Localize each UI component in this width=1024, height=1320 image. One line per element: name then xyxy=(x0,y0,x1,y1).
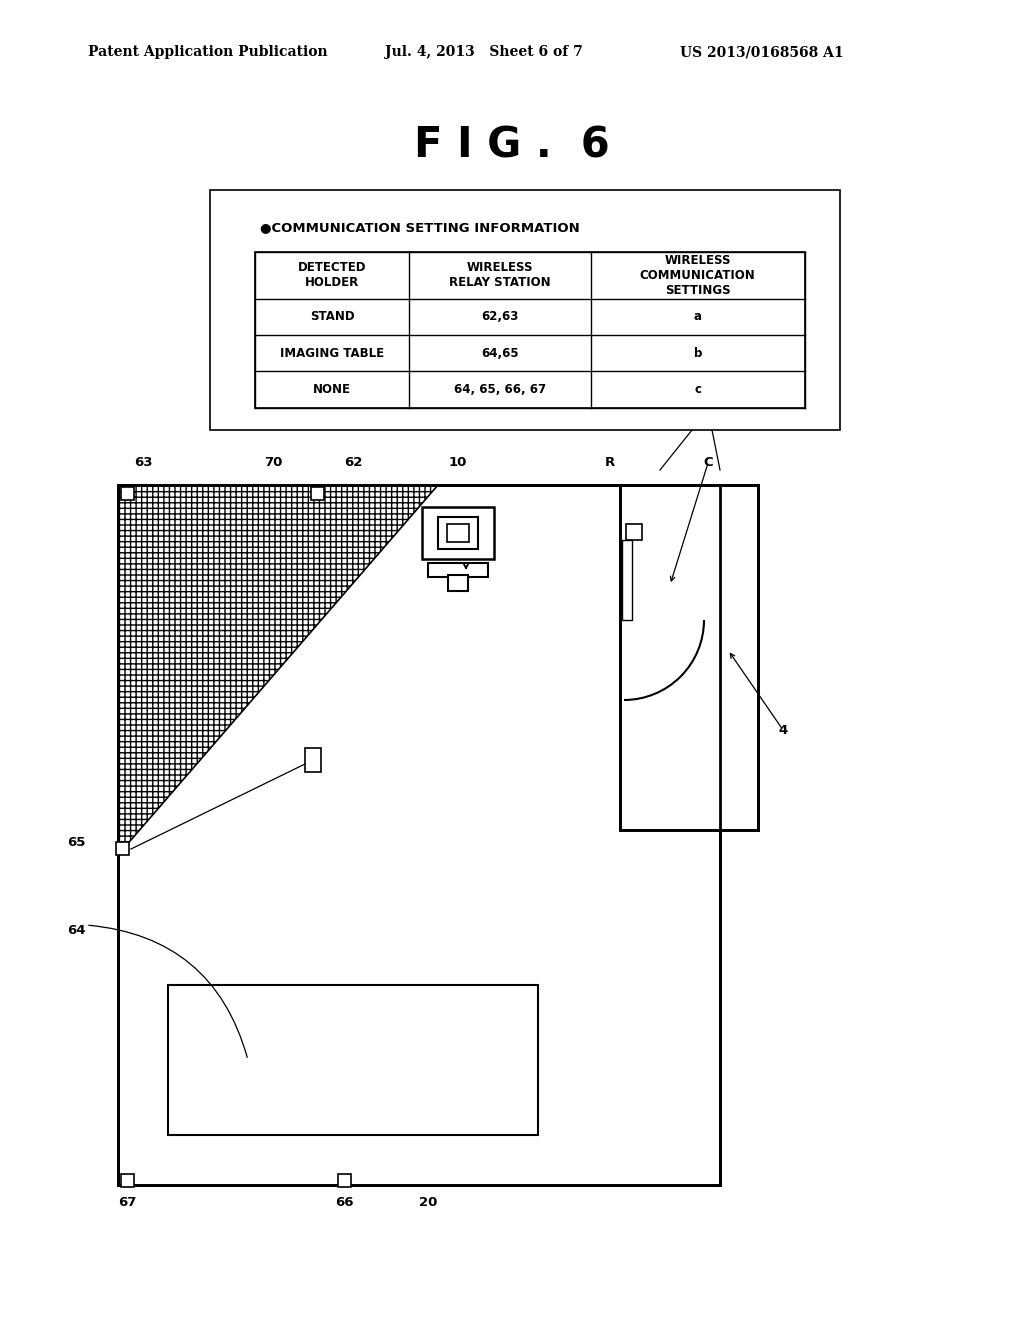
Text: NONE: NONE xyxy=(313,383,351,396)
Bar xyxy=(121,487,134,500)
Text: 62: 62 xyxy=(344,457,362,470)
Bar xyxy=(168,985,538,1135)
Text: 10: 10 xyxy=(449,457,467,470)
Text: a: a xyxy=(693,310,701,323)
Text: b: b xyxy=(693,347,701,360)
Text: WIRELESS
RELAY STATION: WIRELESS RELAY STATION xyxy=(449,261,551,289)
Text: Jul. 4, 2013   Sheet 6 of 7: Jul. 4, 2013 Sheet 6 of 7 xyxy=(385,45,583,59)
Text: 64: 64 xyxy=(67,924,85,936)
Bar xyxy=(121,1173,134,1187)
Text: 20: 20 xyxy=(419,1196,437,1209)
Bar xyxy=(305,748,321,772)
Text: 64, 65, 66, 67: 64, 65, 66, 67 xyxy=(454,383,546,396)
Bar xyxy=(210,190,840,430)
Text: F I G .  6: F I G . 6 xyxy=(414,124,610,166)
Bar xyxy=(338,1173,351,1187)
Bar xyxy=(438,517,478,549)
Text: R: R xyxy=(605,457,615,470)
Text: 67: 67 xyxy=(118,1196,136,1209)
Text: STAND: STAND xyxy=(309,310,354,323)
Bar xyxy=(311,487,324,500)
Text: C: C xyxy=(703,457,713,470)
Text: 63: 63 xyxy=(134,457,153,470)
Text: DETECTED
HOLDER: DETECTED HOLDER xyxy=(298,261,367,289)
Bar xyxy=(447,524,469,543)
Text: IMAGING TABLE: IMAGING TABLE xyxy=(280,347,384,360)
Text: ●COMMUNICATION SETTING INFORMATION: ●COMMUNICATION SETTING INFORMATION xyxy=(260,222,580,235)
Text: 65: 65 xyxy=(67,836,85,849)
Text: Patent Application Publication: Patent Application Publication xyxy=(88,45,328,59)
Text: US 2013/0168568 A1: US 2013/0168568 A1 xyxy=(680,45,844,59)
Text: 64,65: 64,65 xyxy=(481,347,518,360)
Bar xyxy=(255,252,805,408)
Polygon shape xyxy=(118,484,438,855)
Text: 66: 66 xyxy=(335,1196,353,1209)
Bar xyxy=(622,540,632,620)
Bar xyxy=(118,484,720,1185)
Bar xyxy=(449,576,468,591)
Text: 62,63: 62,63 xyxy=(481,310,518,323)
Text: c: c xyxy=(694,383,701,396)
Text: 70: 70 xyxy=(264,457,283,470)
Bar xyxy=(428,564,488,577)
Bar xyxy=(116,842,129,855)
Bar xyxy=(620,484,758,830)
Bar xyxy=(422,507,494,558)
Text: WIRELESS
COMMUNICATION
SETTINGS: WIRELESS COMMUNICATION SETTINGS xyxy=(640,253,756,297)
Bar xyxy=(626,524,642,540)
Text: 4: 4 xyxy=(778,723,787,737)
